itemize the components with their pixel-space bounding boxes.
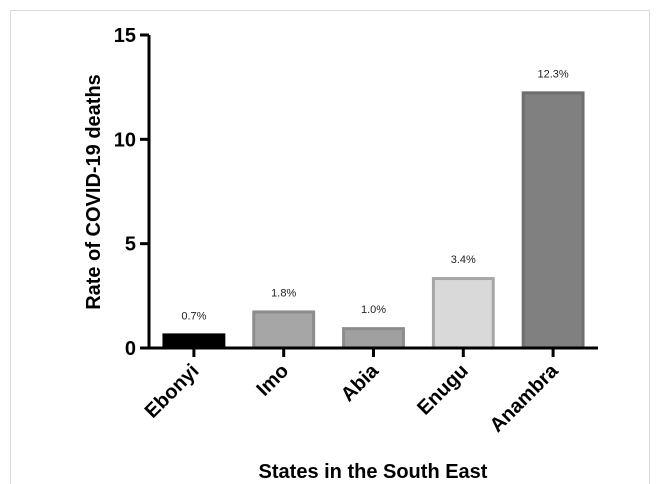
bar-imo [252,310,316,350]
data-label: 3.4% [451,254,476,266]
x-axis: Ebonyi Imo Abia Enugu Anambra [141,346,598,437]
data-label: 1.0% [361,304,386,316]
y-tick-label: 15 [114,25,136,47]
x-tick-label-abia: Abia [337,359,384,406]
y-tick-label: 10 [114,129,136,151]
x-tick-label-enugu: Enugu [413,360,473,420]
x-tick-label-anambra: Anambra [486,359,563,436]
bar-abia [342,327,405,350]
x-tick-label-imo: Imo [253,360,294,401]
bar-anambra [521,91,585,350]
y-tick-label: 5 [125,234,136,256]
x-tick-label-ebonyi: Ebonyi [141,360,204,423]
y-axis-title: Rate of COVID-19 deaths [83,74,105,310]
y-tick-label: 0 [125,338,136,360]
data-label: 1.8% [271,287,296,299]
bar-ebonyi [162,333,226,350]
y-axis: 0 5 10 15 [114,25,151,360]
data-label: 12.3% [537,68,568,80]
bars: 0.7% 1.8% 1.0% 3.4% 12.3% [162,68,585,350]
data-label: 0.7% [181,310,206,322]
x-axis-title: States in the South East [259,461,488,483]
bar-enugu [431,277,495,350]
